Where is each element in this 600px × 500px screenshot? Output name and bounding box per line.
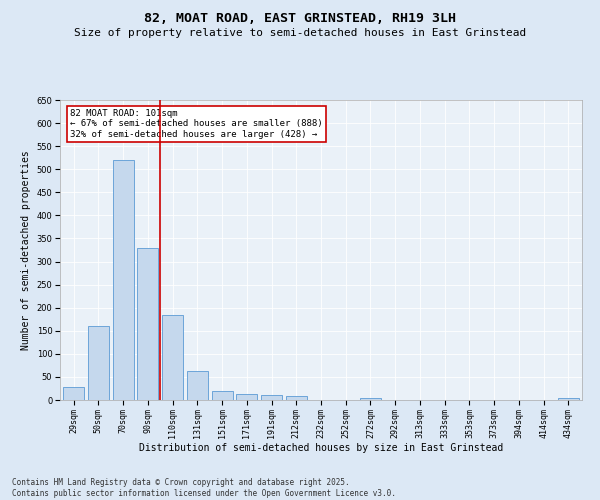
Bar	[187, 371, 208, 400]
Text: 82, MOAT ROAD, EAST GRINSTEAD, RH19 3LH: 82, MOAT ROAD, EAST GRINSTEAD, RH19 3LH	[144, 12, 456, 26]
Bar	[360, 398, 381, 400]
X-axis label: Distribution of semi-detached houses by size in East Grinstead: Distribution of semi-detached houses by …	[139, 443, 503, 453]
Bar	[236, 394, 257, 400]
Bar	[63, 387, 84, 400]
Text: Size of property relative to semi-detached houses in East Grinstead: Size of property relative to semi-detach…	[74, 28, 526, 38]
Bar	[212, 391, 233, 400]
Text: Contains HM Land Registry data © Crown copyright and database right 2025.
Contai: Contains HM Land Registry data © Crown c…	[12, 478, 396, 498]
Bar	[261, 396, 282, 400]
Bar	[113, 160, 134, 400]
Text: 82 MOAT ROAD: 101sqm
← 67% of semi-detached houses are smaller (888)
32% of semi: 82 MOAT ROAD: 101sqm ← 67% of semi-detac…	[70, 109, 323, 139]
Bar	[88, 326, 109, 400]
Y-axis label: Number of semi-detached properties: Number of semi-detached properties	[21, 150, 31, 350]
Bar	[286, 396, 307, 400]
Bar	[137, 248, 158, 400]
Bar	[558, 398, 579, 400]
Bar	[162, 314, 183, 400]
